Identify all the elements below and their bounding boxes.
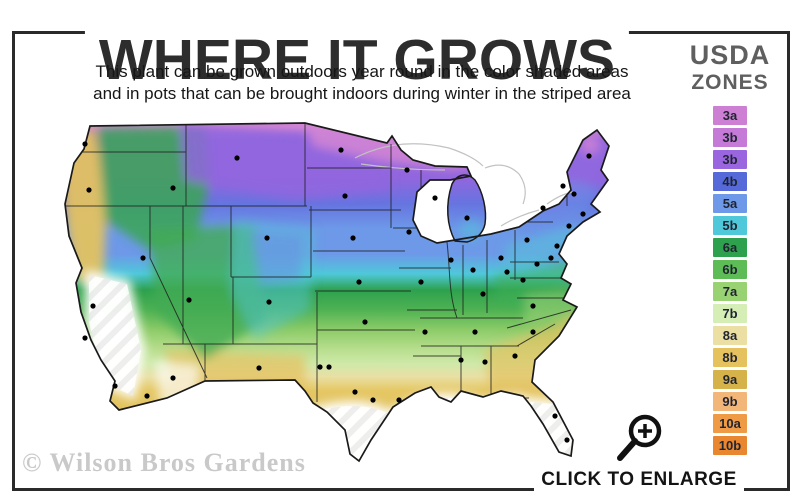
subtitle: This plant can be grown outdoors year ro… bbox=[32, 61, 692, 106]
subtitle-line2: and in pots that can be brought indoors … bbox=[93, 84, 631, 104]
zone-chip: 10a bbox=[713, 414, 747, 433]
legend-title-usda: USDA bbox=[689, 40, 771, 70]
zone-chip: 8b bbox=[713, 348, 747, 367]
zone-chip: 7b bbox=[713, 304, 747, 323]
zone-chip: 4b bbox=[713, 172, 747, 191]
zone-chip: 9b bbox=[713, 392, 747, 411]
zone-chip: 6a bbox=[713, 238, 747, 257]
zone-list: 3a 3b 3b 4b 5a 5b 6a 6b 7a 7b 8a 8b 9a 9b 10a 10b bbox=[684, 106, 776, 455]
legend-title-zones: ZONES bbox=[691, 71, 769, 94]
watermark: © Wilson Bros Gardens bbox=[22, 448, 306, 477]
usda-zones-map[interactable] bbox=[55, 110, 677, 477]
zone-chip: 5a bbox=[713, 194, 747, 213]
zone-chip: 3b bbox=[713, 150, 747, 169]
magnifier-plus-icon[interactable] bbox=[610, 410, 668, 468]
zone-chip: 3a bbox=[713, 106, 747, 125]
zone-chip: 6b bbox=[713, 260, 747, 279]
zone-chip: 5b bbox=[713, 216, 747, 235]
state-borders bbox=[65, 123, 573, 402]
click-to-enlarge-button[interactable]: CLICK TO ENLARGE bbox=[534, 467, 744, 499]
city-dots bbox=[82, 141, 592, 443]
zone-chip: 10b bbox=[713, 436, 747, 455]
usda-zones-legend: USDA ZONES 3a 3b 3b 4b 5a 5b 6a 6b 7a 7b 8a 8b 9a 9b 1… bbox=[684, 42, 776, 455]
zone-chip: 9a bbox=[713, 370, 747, 389]
page-title: WHERE IT GROWS bbox=[84, 30, 630, 92]
zone-chip: 8a bbox=[713, 326, 747, 345]
zone-chip: 3b bbox=[713, 128, 747, 147]
zone-chip: 7a bbox=[713, 282, 747, 301]
lakes-shoreline bbox=[354, 143, 574, 227]
subtitle-line1: This plant can be grown outdoors year ro… bbox=[95, 62, 629, 81]
